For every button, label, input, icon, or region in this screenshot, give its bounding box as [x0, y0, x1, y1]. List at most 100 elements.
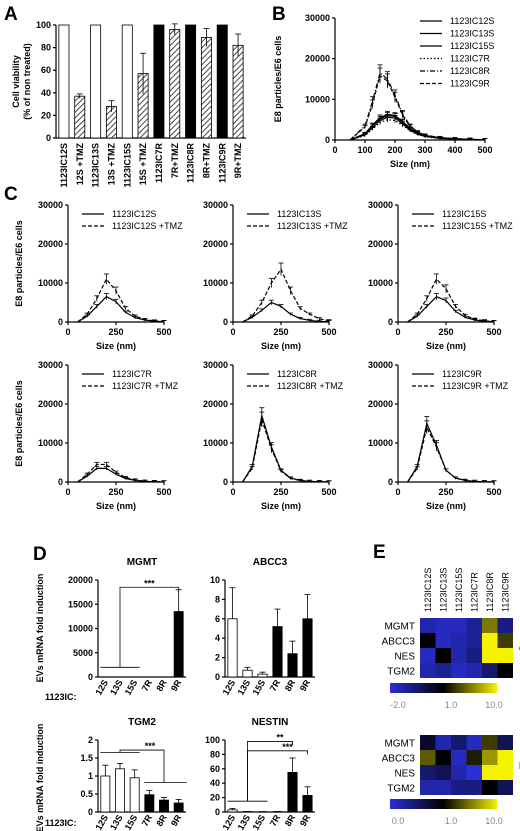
heatmap-cell	[466, 780, 482, 795]
heatmap-cell	[420, 780, 436, 795]
heatmap-column-label: 1123IC13S	[438, 568, 448, 612]
x-category-label: 12S	[221, 813, 238, 831]
subplot-title: TGM2	[128, 717, 156, 728]
x-category-label: 15S	[251, 813, 268, 831]
x-axis-label: Size (nm)	[426, 501, 466, 511]
legend-label: 1123IC9R +TMZ	[442, 381, 509, 391]
x-tick-label: 500	[156, 487, 171, 497]
y-tick-label: 60	[41, 65, 51, 75]
bar	[153, 24, 165, 139]
x-tick-label: 0	[395, 487, 400, 497]
y-tick-label: 30000	[38, 360, 63, 370]
y-tick-label: 10000	[368, 438, 393, 448]
sig-stars: ***	[144, 578, 155, 588]
legend-label: 1123IC7R +TMZ	[112, 381, 179, 391]
y-tick-label: 100	[205, 735, 220, 745]
heatmap-cell	[435, 663, 451, 678]
heatmap-cell	[451, 648, 467, 663]
y-tick-label: 30000	[38, 200, 63, 210]
x-category-label: 9R	[169, 813, 184, 828]
sig-bracket	[247, 750, 308, 802]
x-tick-label: 0	[230, 327, 235, 337]
x-tick-label: 500	[321, 327, 336, 337]
bar	[159, 799, 169, 813]
bar	[227, 809, 238, 813]
heatmap-cell	[497, 765, 513, 780]
y-tick-label: 20000	[368, 399, 393, 409]
x-tick-label: 0	[65, 327, 70, 337]
heatmap-row-label: NES	[394, 652, 415, 663]
series-line	[77, 463, 165, 483]
legend-label: 1123IC12S	[450, 16, 494, 26]
y-tick-label: 10000	[305, 94, 330, 104]
heatmap-cell	[482, 750, 498, 765]
y-tick-label: 20	[41, 110, 51, 120]
x-category-label: 12S +TMZ	[75, 143, 85, 186]
heatmap-cell	[497, 618, 513, 633]
y-tick-label: 0	[223, 317, 228, 327]
y-tick-label: 0	[88, 807, 93, 817]
panel-b-line-chart: 0 10000 20000 30000 0 100 200 300 400 500 Size (nm…	[273, 13, 494, 169]
legend-label: 1123IC9R	[450, 79, 490, 89]
bar	[287, 772, 298, 813]
y-tick-label: 0	[215, 807, 220, 817]
bar	[121, 24, 133, 139]
series-line	[242, 301, 330, 323]
y-tick-label: 0	[88, 672, 93, 682]
y-tick-label: 0	[388, 477, 393, 487]
y-tick-label: 8	[215, 594, 220, 604]
x-category-label: 15S	[123, 813, 140, 831]
y-tick-label: 20000	[38, 239, 63, 249]
y-tick-label: 20000	[305, 54, 330, 64]
panel-e-heatmaps: 1123IC12S 1123IC13S 1123IC15S 1123IC7R 1123I…	[382, 568, 520, 826]
x-category-label: 8R	[154, 678, 169, 693]
legend-label: 1123IC15S +TMZ	[442, 221, 513, 231]
bar	[227, 618, 238, 678]
y-tick-label: 2	[215, 653, 220, 663]
y-axis-label-line: Cell viability	[11, 55, 21, 108]
subplot-6: 0 10000 20000 30000 0 250 500 Size (nm) 1123IC9R…	[368, 360, 509, 511]
heatmap-cell	[420, 648, 436, 663]
x-tick-label: 0	[332, 145, 337, 155]
bar	[302, 618, 313, 678]
x-tick-label: 400	[447, 145, 462, 155]
y-tick-label: 10000	[203, 278, 228, 288]
sig-stars: ***	[282, 742, 293, 752]
legend-label: 1123IC7R	[450, 54, 490, 64]
heatmap-cell	[466, 633, 482, 648]
bar	[173, 802, 184, 813]
x-category-label: 13S	[108, 813, 125, 831]
heatmap-cell	[435, 765, 451, 780]
bar	[302, 795, 313, 813]
heatmap-cell	[435, 633, 451, 648]
heatmap-cell	[451, 765, 467, 780]
heatmap-cell	[466, 663, 482, 678]
bar	[169, 29, 181, 139]
y-axis-label-line: EVs mRNA fold induction	[35, 724, 45, 831]
x-axis-label: Size (nm)	[426, 341, 466, 351]
heatmap-column-label: 1123IC7R	[469, 572, 479, 612]
heatmap-row-label: MGMT	[384, 622, 415, 633]
panel-letter-d: D	[33, 544, 47, 565]
x-tick-label: 300	[417, 145, 432, 155]
color-scale-label: 0.0	[392, 816, 405, 826]
x-category-label: 7R	[140, 678, 155, 693]
x-category-label: 8R	[283, 678, 298, 693]
x-tick-label: 100	[357, 145, 372, 155]
x-category-label: 7R	[268, 813, 283, 828]
y-tick-label: 10000	[203, 438, 228, 448]
x-category-label: 9R+TMZ	[233, 143, 243, 179]
x-tick-label: 0	[65, 487, 70, 497]
x-category-label: 15S +TMZ	[138, 143, 148, 186]
heatmap-cell	[451, 735, 467, 750]
subplot-title: ABCC3	[253, 557, 288, 568]
legend-label: 1123IC7R	[112, 369, 152, 379]
heatmap-cell	[466, 750, 482, 765]
y-tick-label: 10	[210, 575, 220, 585]
y-tick-label: 30000	[305, 13, 330, 23]
series-line	[349, 113, 486, 141]
